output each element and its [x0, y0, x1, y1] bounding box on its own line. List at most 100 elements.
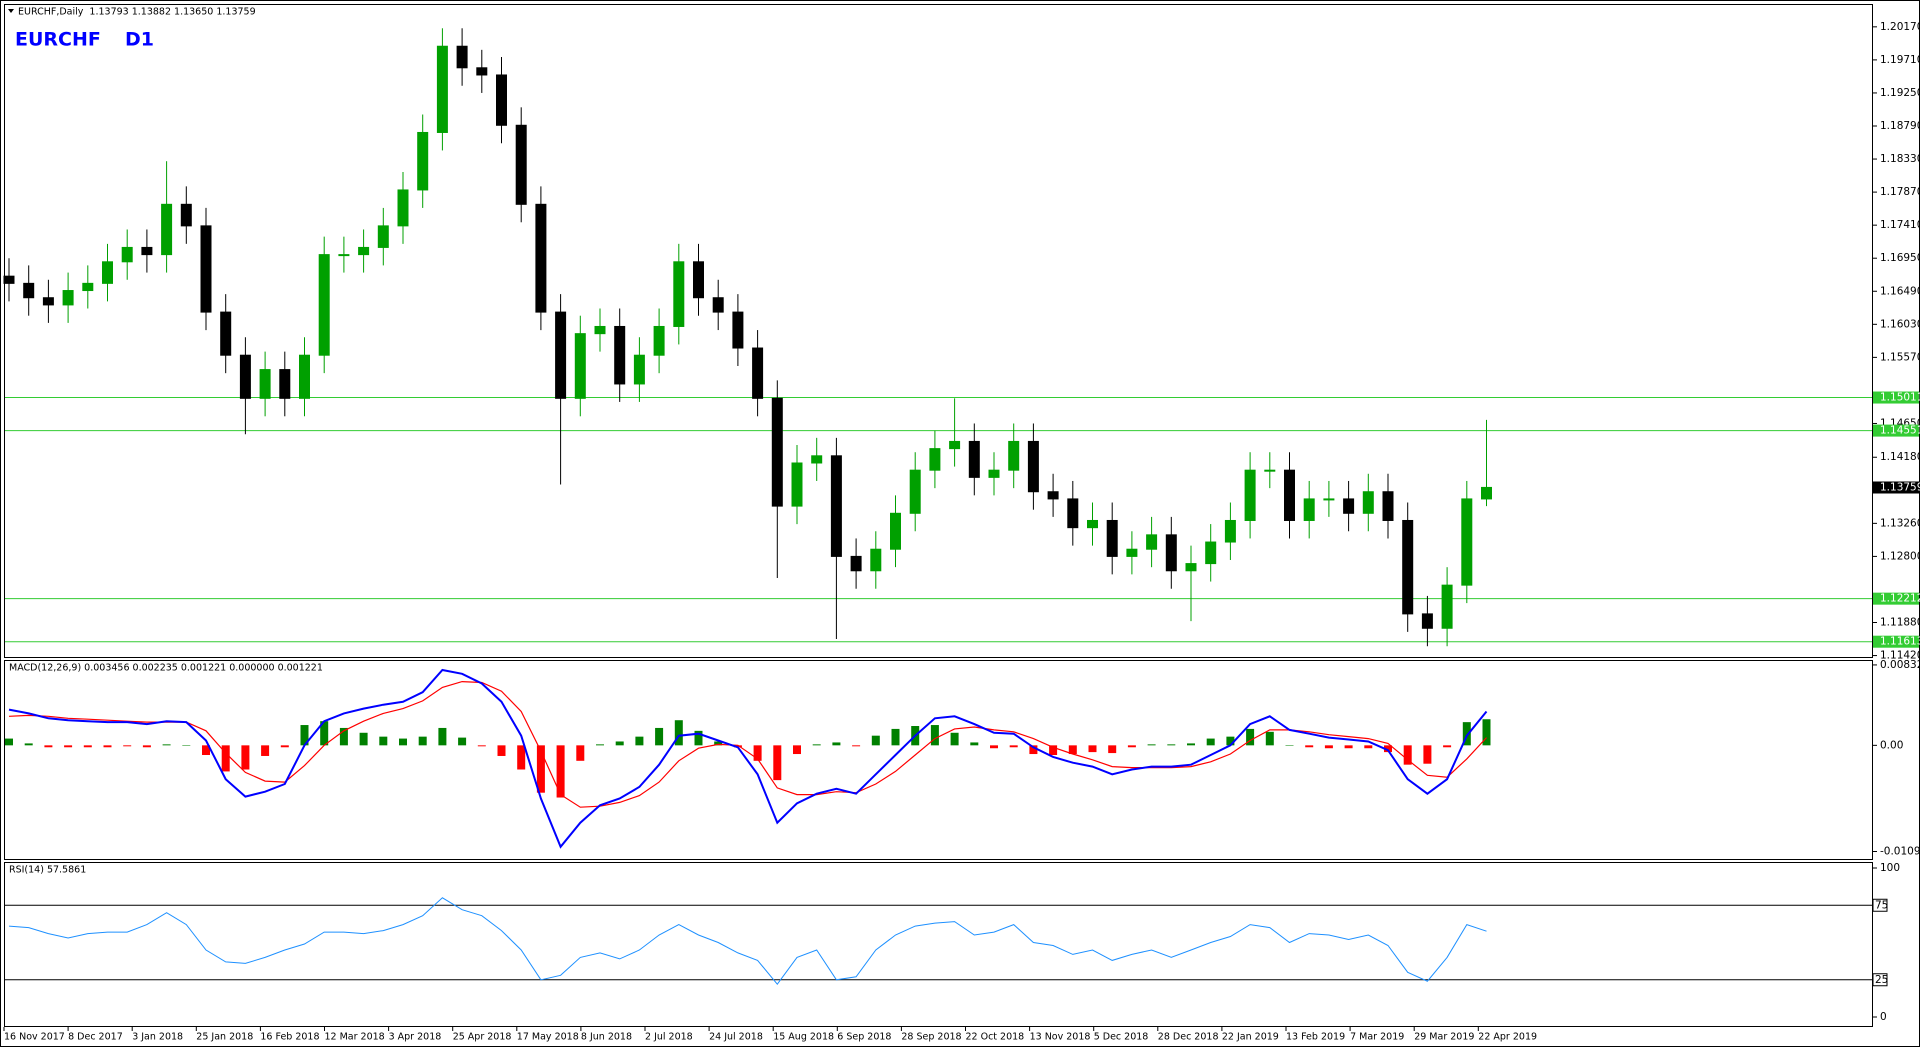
candle-body — [1047, 491, 1059, 500]
histogram-bar — [458, 737, 467, 746]
level-box — [1873, 592, 1919, 605]
candle-body — [1087, 519, 1098, 529]
y-tick-label: -0.010983 — [1880, 845, 1920, 857]
candle-body — [1224, 519, 1236, 543]
histogram-bar — [1009, 745, 1018, 748]
candle-body — [42, 297, 54, 306]
histogram-bar — [1384, 745, 1392, 753]
histogram-bar — [950, 732, 959, 746]
histogram-bar — [1246, 728, 1255, 746]
histogram-bar — [1443, 745, 1452, 748]
candle-body — [102, 261, 113, 284]
level-label: 1.15011 — [1880, 392, 1920, 404]
histogram-bar — [793, 745, 801, 755]
histogram-bar — [83, 745, 92, 748]
histogram-bar — [300, 725, 309, 746]
rsi-panel — [4, 862, 1873, 1027]
macd-panel — [4, 660, 1873, 860]
candle-body — [496, 74, 507, 126]
histogram-bar — [812, 744, 821, 746]
candle-body — [890, 512, 901, 550]
histogram-bar — [379, 736, 388, 746]
y-tick-label: 1.18330 — [1880, 153, 1920, 165]
rsi-header: RSI(14) 57.5861 — [9, 865, 86, 876]
candle-body — [23, 282, 35, 299]
histogram-bar — [536, 745, 545, 793]
histogram-bar — [261, 745, 270, 756]
candle-body — [752, 347, 764, 399]
y-tick-label: 1.18790 — [1880, 120, 1920, 132]
y-tick-label: 0.00 — [1880, 739, 1903, 751]
candle-body — [988, 469, 1000, 478]
y-tick-label: 1.16030 — [1880, 318, 1920, 330]
histogram-bar — [1187, 743, 1195, 746]
candle-body — [1481, 486, 1492, 500]
candle-body — [200, 225, 212, 313]
x-tick-label: 22 Oct 2018 — [966, 1032, 1025, 1043]
candle-body — [456, 45, 468, 69]
histogram-bar — [44, 745, 53, 748]
y-tick-label: 1.14180 — [1880, 451, 1920, 463]
candle-body — [180, 203, 192, 227]
candle-body — [1008, 440, 1020, 471]
x-tick-label: 13 Feb 2019 — [1286, 1032, 1345, 1043]
candle-body — [1146, 534, 1158, 550]
level-box — [1873, 635, 1919, 648]
histogram-bar — [1344, 745, 1353, 749]
y-tick-label: 1.13260 — [1880, 517, 1920, 529]
histogram-bar — [1127, 745, 1136, 748]
menu-arrow[interactable] — [8, 9, 14, 13]
macd-header: MACD(12,26,9) 0.003456 0.002235 0.001221… — [9, 663, 323, 674]
timeframe: D1 — [125, 29, 154, 51]
histogram-bar — [655, 727, 664, 746]
x-tick-label: 8 Dec 2017 — [68, 1032, 123, 1043]
y-tick-label: 1.11880 — [1880, 617, 1920, 629]
candle-body — [1461, 498, 1473, 586]
price-header: EURCHF,Daily 1.13793 1.13882 1.13650 1.1… — [18, 7, 256, 18]
x-tick-label: 29 Mar 2019 — [1414, 1032, 1474, 1043]
level-label: 1.11613 — [1880, 636, 1920, 648]
y-tick-label: 0 — [1880, 1011, 1887, 1023]
candle-body — [968, 440, 980, 478]
histogram-bar — [320, 721, 329, 746]
candle-body — [653, 325, 665, 356]
candle-body — [1323, 498, 1335, 501]
histogram-bar — [1403, 745, 1412, 765]
histogram-bar — [1029, 745, 1038, 755]
candle-body — [732, 311, 744, 349]
histogram-bar — [477, 745, 486, 747]
x-tick-label: 25 Apr 2018 — [453, 1032, 512, 1043]
level-box — [1872, 898, 1888, 912]
y-tick-label: 1.12800 — [1880, 550, 1920, 562]
candle-body — [850, 555, 862, 572]
x-tick-label: 13 Nov 2018 — [1030, 1032, 1091, 1043]
signal-line — [8, 680, 1487, 808]
histogram-bar — [1305, 745, 1314, 748]
x-tick-label: 28 Dec 2018 — [1158, 1032, 1219, 1043]
x-tick-label: 24 Jul 2018 — [709, 1032, 763, 1043]
histogram-bar — [517, 745, 526, 770]
histogram-bar — [241, 745, 250, 770]
histogram-bar — [1423, 745, 1432, 764]
candle-body — [397, 189, 409, 227]
x-tick-label: 16 Feb 2018 — [260, 1032, 319, 1043]
histogram-bar — [1088, 745, 1097, 753]
candle-body — [693, 261, 704, 299]
histogram-bar — [359, 732, 368, 746]
histogram-bar — [1285, 745, 1294, 746]
symbol: EURCHF — [15, 29, 101, 51]
candle-body — [712, 297, 724, 313]
candle-body — [82, 282, 94, 292]
x-tick-label: 2 Jul 2018 — [645, 1032, 693, 1043]
histogram-bar — [852, 745, 861, 747]
histogram-bar — [103, 745, 112, 748]
candle-body — [1027, 440, 1039, 493]
histogram-bar — [399, 738, 407, 746]
candle-body — [1284, 469, 1295, 521]
histogram-bar — [1068, 745, 1077, 755]
candle-body — [417, 131, 429, 191]
candle-body — [1165, 534, 1177, 572]
histogram-bar — [1167, 744, 1176, 746]
